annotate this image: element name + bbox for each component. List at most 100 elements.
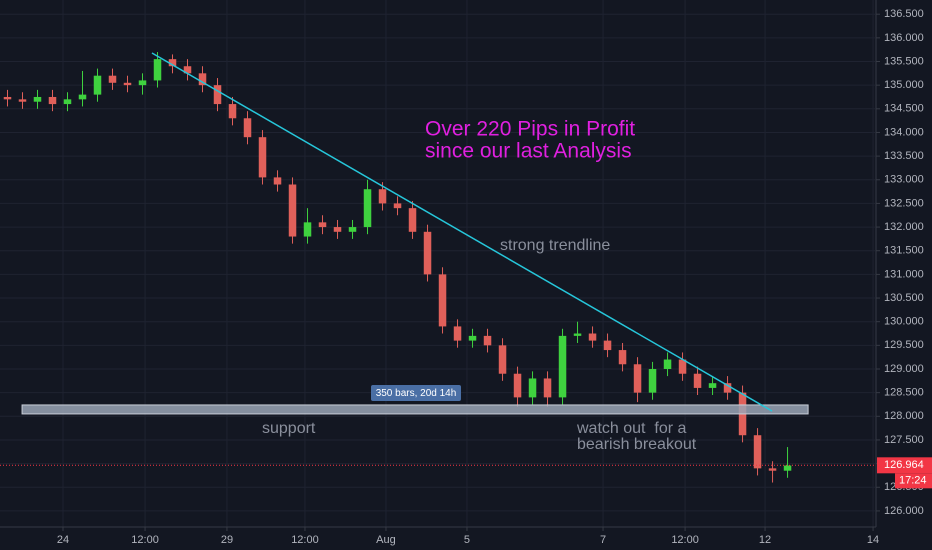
- candle-body: [93, 75, 102, 95]
- candle-body: [678, 359, 687, 374]
- candle-body: [378, 189, 387, 204]
- support-zone: [21, 404, 809, 415]
- candle-body: [438, 274, 447, 327]
- candle-body: [633, 364, 642, 393]
- candle-body: [78, 94, 87, 100]
- candle-body: [693, 373, 702, 388]
- x-tick-label: 12: [759, 534, 771, 546]
- candle-body: [183, 66, 192, 74]
- y-tick-label: 130.000: [884, 316, 924, 328]
- countdown-tag: [895, 473, 932, 489]
- y-tick-label: 133.500: [884, 150, 924, 162]
- x-tick-label: 5: [464, 534, 470, 546]
- y-tick-label: 131.500: [884, 245, 924, 257]
- candle-body: [258, 137, 267, 178]
- candle-body: [288, 184, 297, 237]
- candle-body: [498, 345, 507, 374]
- candle-body: [558, 335, 567, 398]
- y-tick-label: 135.000: [884, 79, 924, 91]
- candle-body: [123, 82, 132, 86]
- x-tick-label: 14: [867, 534, 879, 546]
- candle-body: [363, 189, 372, 228]
- candle-body: [3, 96, 12, 100]
- candle-body: [618, 350, 627, 365]
- candle-body: [348, 227, 357, 232]
- candle-body: [723, 383, 732, 393]
- candle-body: [768, 468, 777, 471]
- candle-body: [198, 73, 207, 86]
- annotation-support: support: [262, 420, 316, 437]
- trendline: [151, 52, 773, 412]
- y-tick-label: 128.500: [884, 387, 924, 399]
- candle-body: [513, 373, 522, 398]
- candle-body: [483, 335, 492, 346]
- y-tick-label: 135.500: [884, 55, 924, 67]
- y-tick-label: 136.000: [884, 32, 924, 44]
- candle-body: [273, 177, 282, 185]
- y-tick-label: 129.000: [884, 363, 924, 375]
- y-tick-label: 130.500: [884, 292, 924, 304]
- candle-body: [243, 118, 252, 138]
- y-tick-label: 134.000: [884, 126, 924, 138]
- candle-body: [108, 75, 117, 83]
- candles: [3, 52, 792, 483]
- range-label-box: [371, 385, 461, 401]
- x-tick-label: 12:00: [131, 534, 159, 546]
- annotation-breakout: bearish breakout: [577, 436, 697, 453]
- candle-body: [543, 378, 552, 398]
- candle-body: [573, 333, 582, 336]
- candle-body: [63, 99, 72, 105]
- x-tick-label: 29: [221, 534, 233, 546]
- candle-body: [708, 383, 717, 388]
- candle-body: [18, 99, 27, 102]
- candle-body: [588, 333, 597, 341]
- y-tick-label: 133.000: [884, 174, 924, 186]
- x-tick-label: 12:00: [671, 534, 699, 546]
- candle-body: [48, 96, 57, 105]
- candle-body: [528, 378, 537, 398]
- candle-body: [648, 368, 657, 393]
- overlays: 350 bars, 20d 14h: [0, 52, 875, 466]
- y-tick-label: 132.000: [884, 221, 924, 233]
- candle-body: [453, 326, 462, 341]
- candle-body: [33, 96, 42, 102]
- y-tick-label: 131.000: [884, 268, 924, 280]
- candle-body: [153, 59, 162, 81]
- y-tick-label: 127.500: [884, 434, 924, 446]
- last-price-label: 126.964: [884, 459, 924, 471]
- annotation-trendline: strong trendline: [500, 237, 610, 254]
- x-tick-label: 12:00: [291, 534, 319, 546]
- candle-body: [468, 335, 477, 341]
- range-label: 350 bars, 20d 14h: [376, 388, 457, 399]
- candle-body: [423, 231, 432, 275]
- grid: [0, 0, 875, 527]
- candle-body: [168, 59, 177, 67]
- y-tick-label: 136.500: [884, 8, 924, 20]
- y-tick-label: 132.500: [884, 197, 924, 209]
- y-tick-label: 128.000: [884, 410, 924, 422]
- candle-body: [333, 227, 342, 232]
- candle-body: [318, 222, 327, 228]
- candle-body: [228, 104, 237, 119]
- candle-body: [753, 435, 762, 469]
- candle-body: [138, 80, 147, 86]
- annotation-profit: since our last Analysis: [425, 140, 632, 163]
- annotation-breakout: watch out for a: [576, 420, 686, 437]
- candle-body: [303, 222, 312, 237]
- candle-body: [408, 208, 417, 232]
- y-tick-label: 126.000: [884, 505, 924, 517]
- x-tick-label: 24: [57, 534, 69, 546]
- countdown-label: 17:24: [899, 475, 927, 487]
- x-tick-label: 7: [600, 534, 606, 546]
- last-price-tag: [877, 457, 932, 474]
- candle-body: [603, 340, 612, 351]
- candle-body: [213, 85, 222, 105]
- x-tick-label: Aug: [376, 534, 396, 546]
- candle-body: [783, 465, 792, 471]
- y-tick-label: 129.500: [884, 339, 924, 351]
- candle-body: [393, 203, 402, 209]
- candle-body: [663, 359, 672, 369]
- y-tick-label: 134.500: [884, 103, 924, 115]
